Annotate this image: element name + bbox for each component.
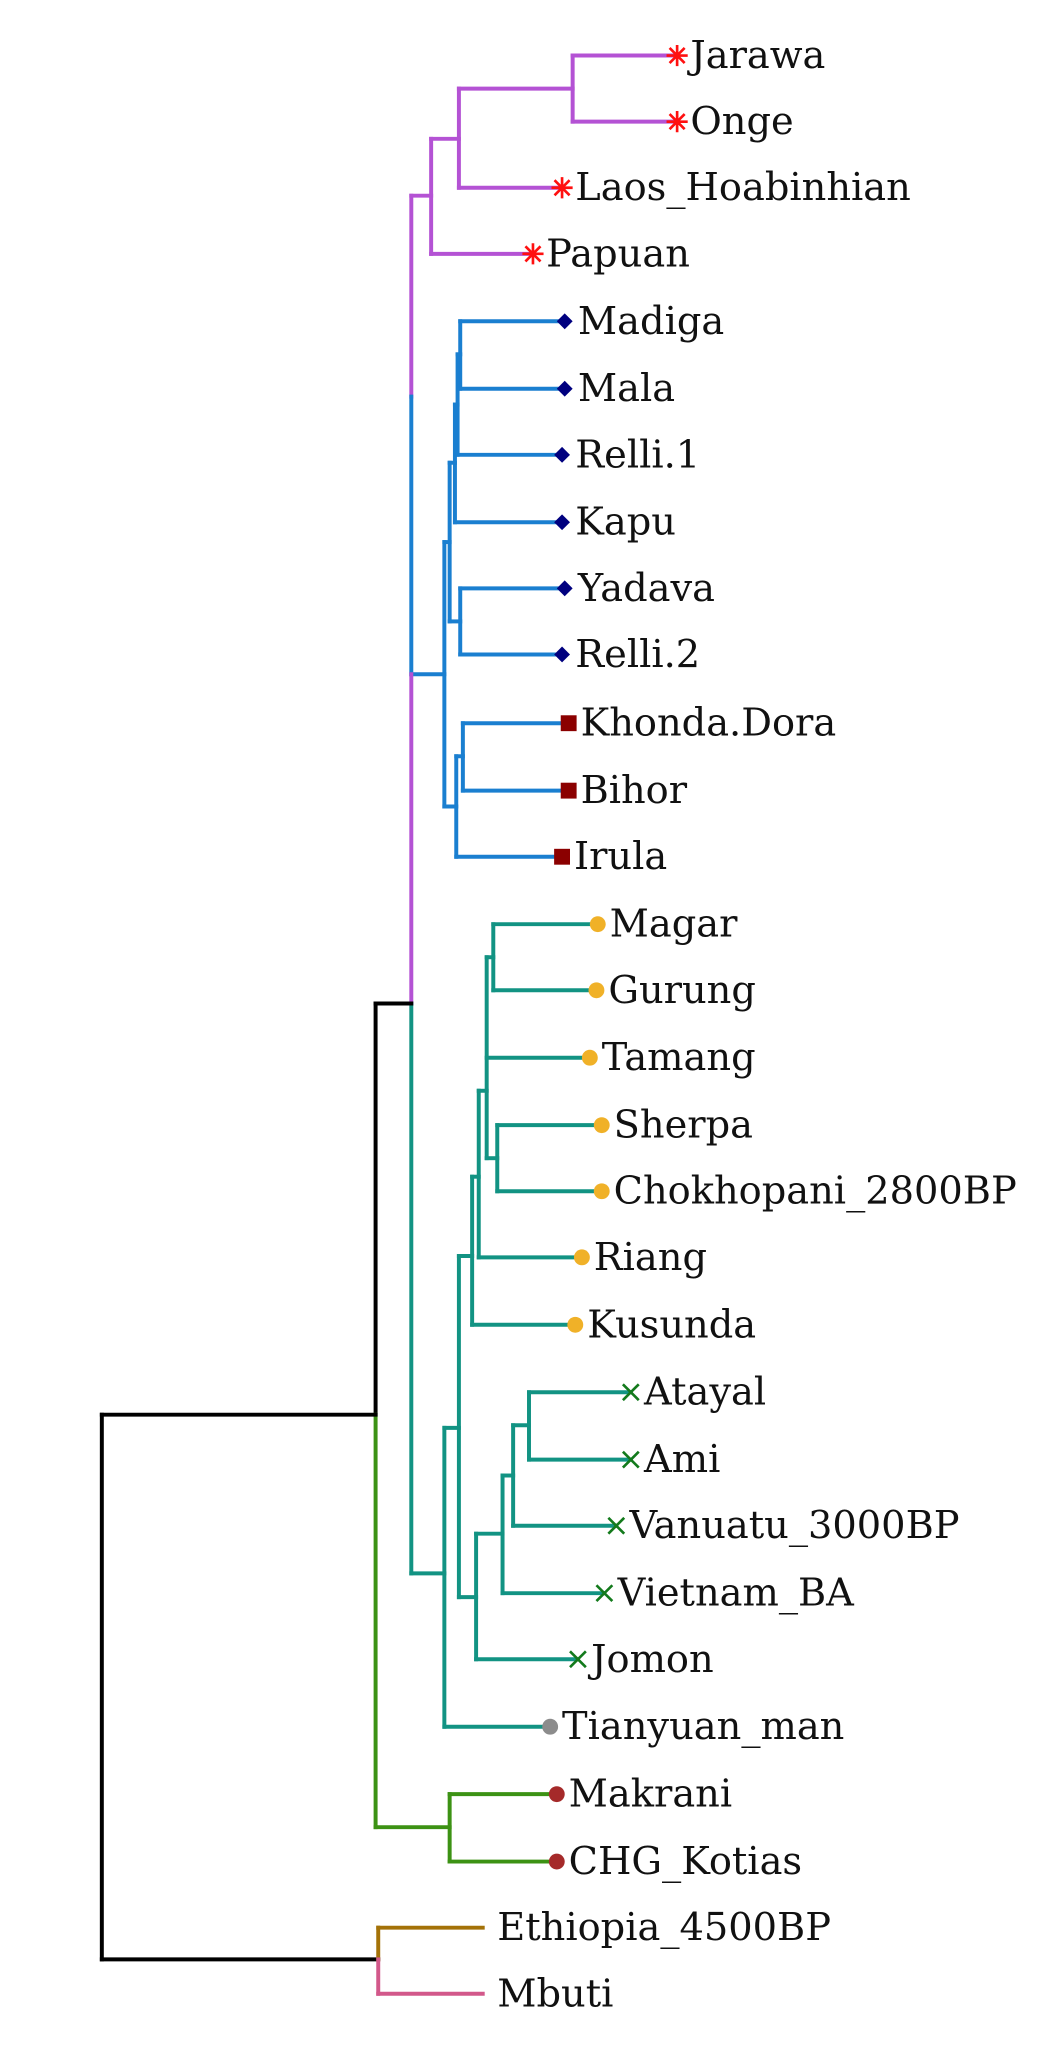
circle-marker-icon [548,1853,565,1870]
asterisk-marker-icon [666,111,688,133]
tip-label: Relli.2 [575,632,700,677]
asterisk-marker-icon [522,243,544,265]
tip-label: CHG_Kotias [569,1839,802,1884]
asterisk-marker-icon [551,177,573,199]
tip-label: Madiga [578,299,724,344]
tip-label: Irula [574,834,667,879]
tip-label: Tamang [602,1035,756,1080]
cross-marker-icon [607,1516,626,1535]
tip-label: Tianyuan_man [562,1704,844,1749]
circle-marker-icon [542,1718,559,1735]
diamond-marker-icon [554,514,570,531]
circle-marker-icon [589,916,606,933]
tip-label: Riang [594,1235,707,1280]
tip-label: Gurung [608,968,756,1013]
diamond-marker-icon [556,380,573,397]
tip-labels: Jarawa Onge Laos_Hoabinhian Papuan Madiga Mal… [497,33,1017,2016]
diamond-marker-icon [556,313,573,330]
tip-label: Chokhopani_2800BP [614,1169,1017,1214]
tip-label: Papuan [546,231,690,276]
circle-marker-icon [581,1049,598,1066]
circle-marker-icon [573,1249,590,1266]
cross-marker-icon [569,1650,587,1669]
tip-label: Yadava [577,566,715,611]
tip-label: Vietnam_BA [617,1571,856,1616]
cross-marker-icon [621,1450,640,1469]
tip-label: Kapu [575,500,676,545]
square-marker-icon [560,782,577,799]
tree-branches [99,53,680,1996]
diamond-marker-icon [554,446,570,463]
tip-label: Ami [643,1437,720,1482]
tip-label: Mbuti [497,1971,613,2016]
square-marker-icon [560,715,577,732]
tip-label: Relli.1 [575,432,700,477]
circle-marker-icon [548,1786,565,1803]
circle-marker-icon [593,1183,610,1200]
tip-label: Magar [610,902,738,947]
tip-label: Makrani [569,1772,732,1817]
square-marker-icon [554,848,570,865]
diamond-marker-icon [554,646,570,663]
tip-label: Sherpa [614,1103,753,1148]
tip-label: Mala [578,366,675,411]
tip-label: Laos_Hoabinhian [575,165,911,210]
asterisk-marker-icon [666,44,688,67]
tip-label: Onge [690,99,793,144]
circle-marker-icon [567,1316,584,1333]
tip-label: Atayal [643,1370,766,1415]
cross-marker-icon [595,1584,614,1603]
cross-marker-icon [621,1383,640,1402]
diamond-marker-icon [556,580,573,597]
tip-label: Jomon [587,1637,714,1682]
tip-label: Khonda.Dora [581,701,837,746]
tip-label: Kusunda [587,1302,756,1347]
circle-marker-icon [593,1117,610,1134]
tip-label: Vanuatu_3000BP [629,1503,960,1548]
tip-label: Bihor [581,768,688,813]
tip-label: Jarawa [686,33,825,78]
circle-marker-icon [588,982,605,999]
tip-label: Ethiopia_4500BP [497,1905,831,1950]
